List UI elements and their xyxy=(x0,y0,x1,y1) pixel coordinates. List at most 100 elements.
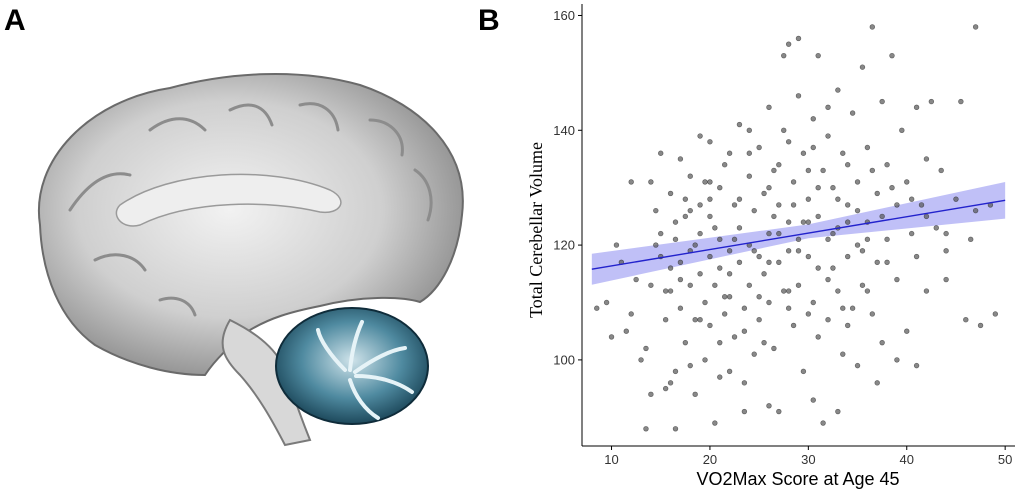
data-point xyxy=(741,328,748,334)
data-point xyxy=(638,357,644,363)
brain-sagittal-icon xyxy=(37,73,464,447)
data-point xyxy=(766,184,772,191)
data-point xyxy=(628,311,634,317)
data-point xyxy=(953,196,959,202)
data-point xyxy=(697,271,703,277)
data-point xyxy=(879,339,885,346)
data-point xyxy=(845,202,851,208)
data-point xyxy=(800,219,807,225)
data-point xyxy=(830,265,836,271)
data-point xyxy=(874,190,880,197)
data-point xyxy=(692,242,698,248)
data-point xyxy=(928,98,935,105)
data-point xyxy=(854,242,861,248)
data-point xyxy=(785,305,792,311)
data-point xyxy=(785,219,792,225)
data-point xyxy=(845,253,851,260)
data-point xyxy=(776,408,782,415)
data-point xyxy=(840,351,846,357)
data-point xyxy=(889,184,895,191)
y-tick-label: 160 xyxy=(553,8,575,23)
data-point xyxy=(781,288,787,294)
data-point xyxy=(943,230,949,237)
data-point xyxy=(805,253,812,260)
data-point xyxy=(776,230,782,237)
data-point xyxy=(840,305,846,311)
data-point xyxy=(751,248,757,254)
data-point xyxy=(963,317,969,323)
data-point xyxy=(785,288,792,294)
data-point xyxy=(682,339,689,346)
data-point xyxy=(751,351,757,357)
data-point xyxy=(702,357,708,363)
data-point xyxy=(746,173,752,179)
data-point xyxy=(702,179,708,185)
data-point xyxy=(800,368,807,375)
data-point xyxy=(795,282,802,288)
data-point xyxy=(830,230,836,237)
data-point xyxy=(923,213,930,220)
data-point xyxy=(771,345,777,352)
data-point xyxy=(830,184,836,191)
data-point xyxy=(800,150,807,156)
data-point xyxy=(889,52,895,59)
data-point xyxy=(667,288,674,294)
data-point xyxy=(790,202,797,208)
data-point xyxy=(707,213,713,220)
data-point xyxy=(854,179,861,185)
data-point xyxy=(894,202,900,208)
data-point xyxy=(825,276,831,283)
data-point xyxy=(835,87,841,93)
data-point xyxy=(894,357,900,363)
data-point xyxy=(825,104,831,111)
data-point xyxy=(923,288,930,294)
data-point xyxy=(643,345,649,352)
data-point xyxy=(736,225,743,231)
data-point xyxy=(662,385,669,392)
data-point xyxy=(658,150,664,156)
data-point xyxy=(820,420,826,426)
data-point xyxy=(712,420,718,426)
x-tick-label: 10 xyxy=(604,452,618,467)
data-point xyxy=(726,248,733,254)
data-point xyxy=(923,156,930,162)
cerebrum-shape xyxy=(37,73,464,377)
data-point xyxy=(815,52,821,59)
data-point xyxy=(825,317,831,323)
data-point xyxy=(785,139,792,145)
data-point xyxy=(746,282,752,288)
data-point xyxy=(815,265,821,271)
data-point xyxy=(746,150,752,156)
data-point xyxy=(677,276,684,283)
arbor-vitae-lines xyxy=(316,320,414,420)
data-point xyxy=(810,397,816,403)
data-point xyxy=(766,104,772,111)
data-point xyxy=(672,426,679,432)
data-point xyxy=(766,403,772,409)
data-point xyxy=(825,236,831,243)
data-point xyxy=(771,213,777,220)
data-point xyxy=(761,271,767,277)
y-axis-label: Total Cerebellar Volume xyxy=(526,142,546,318)
data-point xyxy=(869,311,876,317)
data-point xyxy=(648,179,654,185)
data-point xyxy=(717,236,723,243)
x-tick-label: 50 xyxy=(998,452,1012,467)
data-point xyxy=(687,362,693,369)
data-point xyxy=(879,213,885,220)
data-point xyxy=(795,248,802,254)
data-point xyxy=(840,150,846,156)
brainstem-shape xyxy=(221,318,312,447)
data-point xyxy=(894,276,900,283)
data-point xyxy=(869,24,876,30)
data-point xyxy=(667,265,674,271)
data-point xyxy=(731,236,738,243)
data-point xyxy=(810,299,816,306)
data-point xyxy=(751,207,757,214)
data-point xyxy=(776,202,782,208)
data-point xyxy=(781,52,787,59)
data-point xyxy=(741,305,748,311)
data-point xyxy=(908,230,915,237)
data-point xyxy=(968,236,974,243)
